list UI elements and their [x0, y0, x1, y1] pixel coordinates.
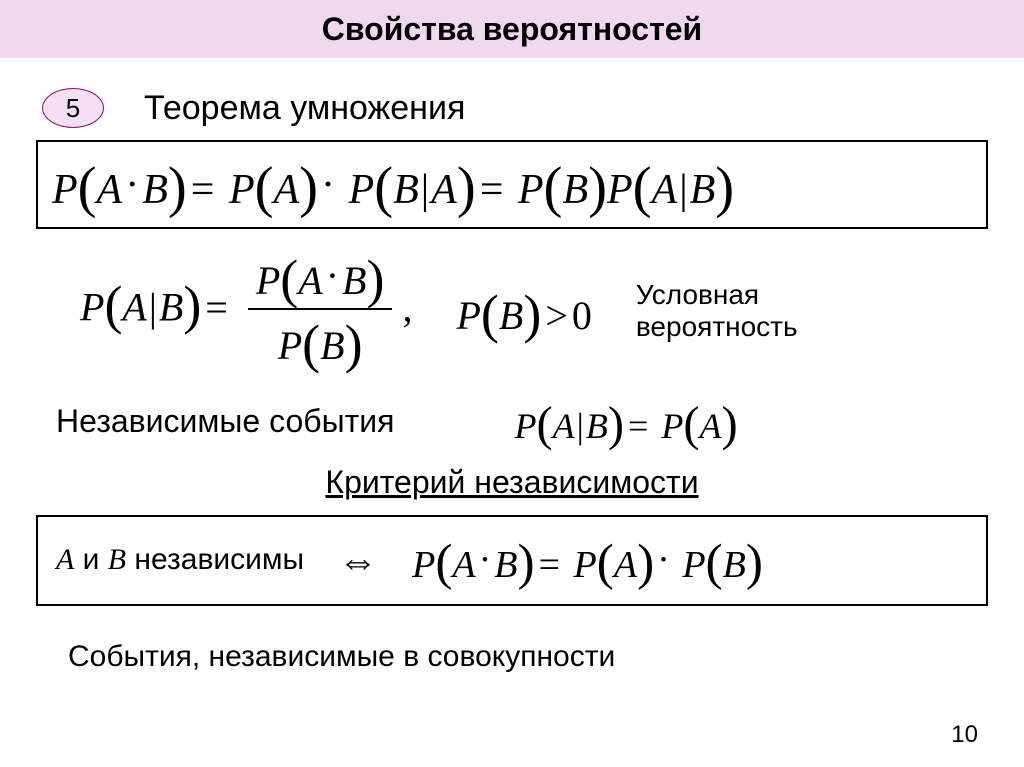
criterion-and: и [74, 543, 107, 576]
cond-label-line2: вероятность [636, 311, 798, 342]
independence-criterion-title: Критерий независимости [0, 464, 1024, 501]
cond-label-line1: Условная [636, 279, 759, 310]
independent-events-label: Независимые события [56, 403, 394, 440]
criterion-B: B [108, 543, 126, 576]
independence-criterion-formula: P(A·B)= P(A)· P(B) [412, 531, 763, 590]
pb-positive-formula: P(B)>0 [456, 280, 591, 342]
conditional-probability-label: Условная вероятность [636, 279, 798, 343]
conditional-probability-formula: P(A|B)= P(A·B) P(B) , [80, 247, 416, 376]
title-bar: Свойства вероятностей [0, 0, 1024, 58]
multiplication-formula: P(A·B)= P(A)· P(B|A)= P(B)P(A|B) [52, 152, 734, 217]
conditional-probability-row: P(A|B)= P(A·B) P(B) , P(B)>0 Условная ве… [80, 247, 1024, 376]
comma: , [398, 285, 416, 330]
criterion-rest: независимы [126, 543, 304, 576]
theorem-row: 5 Теорема умножения [42, 88, 1024, 128]
multiplication-formula-box: P(A·B)= P(A)· P(B|A)= P(B)P(A|B) [36, 140, 988, 229]
jointly-independent-label: События, независимые в совокупности [68, 640, 1024, 674]
independence-criterion-box: A и B независимы ⇔ P(A·B)= P(A)· P(B) [36, 515, 988, 606]
independent-events-formula: P(A|B)= P(A) [514, 394, 737, 450]
criterion-left-text: A и B независимы [56, 543, 304, 577]
iff-symbol: ⇔ [338, 537, 378, 584]
badge-number: 5 [66, 93, 80, 124]
page-number: 10 [951, 721, 978, 749]
fraction: P(A·B) P(B) [248, 245, 393, 374]
independent-events-row: Независимые события P(A|B)= P(A) [56, 394, 1024, 450]
theorem-number-badge: 5 [42, 88, 104, 128]
criterion-A: A [56, 543, 74, 576]
theorem-label: Теорема умножения [144, 89, 465, 128]
slide-title: Свойства вероятностей [322, 11, 702, 48]
